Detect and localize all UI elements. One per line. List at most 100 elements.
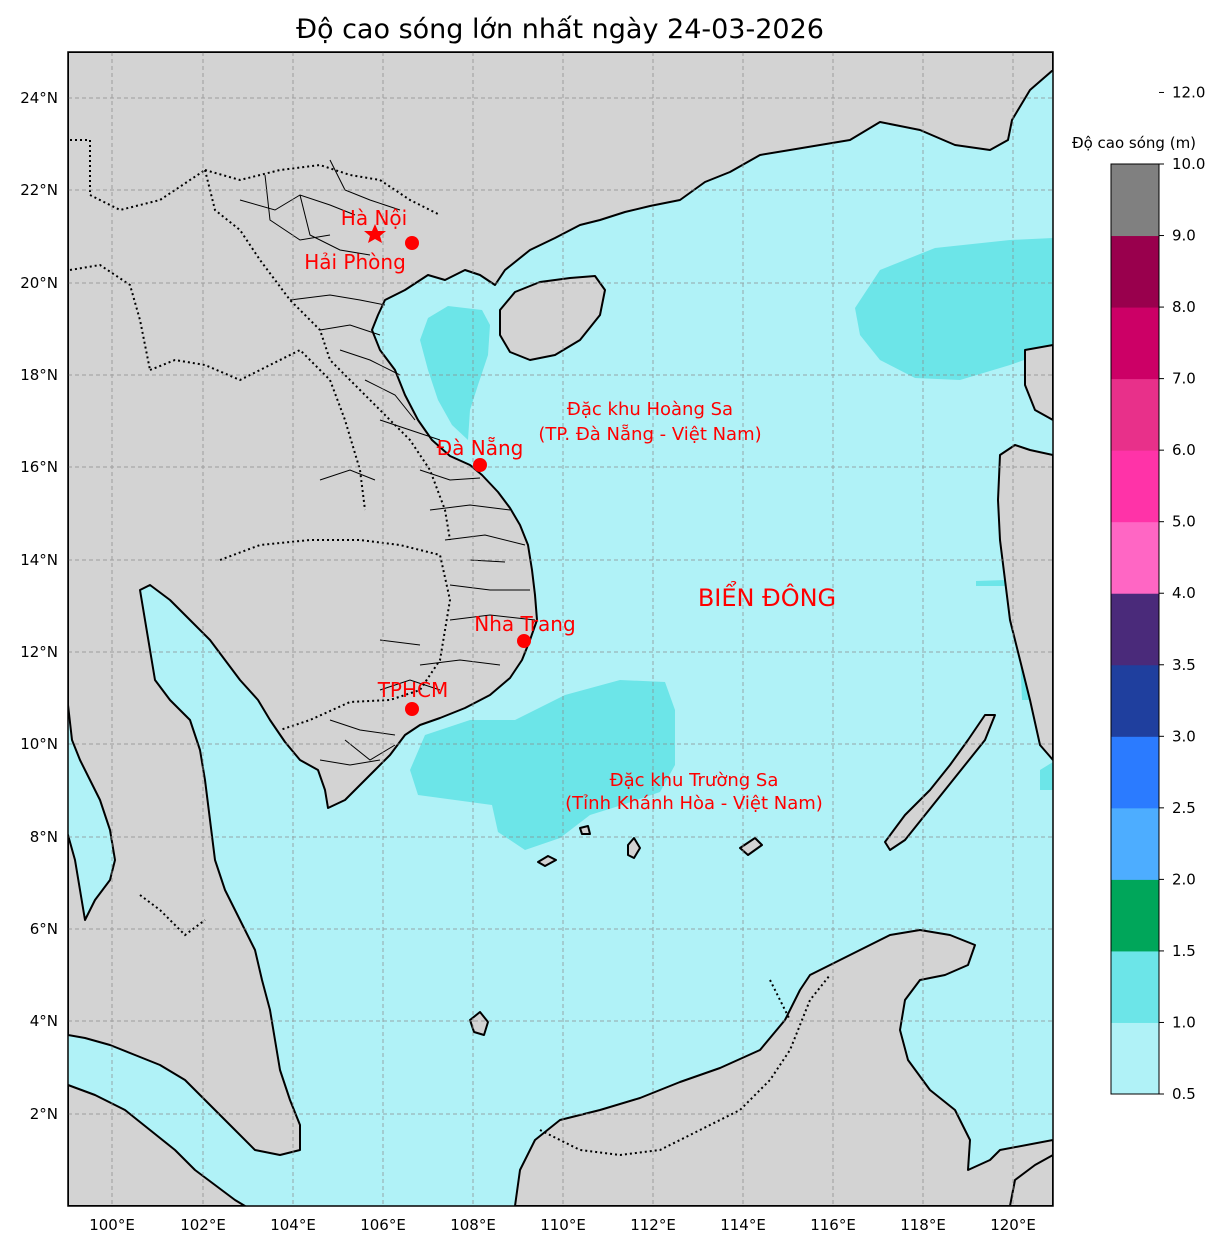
colorbar-tick-label: 8.0: [1172, 298, 1196, 316]
lat-tick-label: 18°N: [20, 366, 58, 384]
colorbar-segment: [1111, 307, 1159, 380]
natuna-island: [469, 1011, 489, 1036]
sea-name-label: BIỂN ĐÔNG: [698, 580, 836, 612]
province-boundaries: [239, 159, 536, 766]
lon-tick-label: 100°E: [89, 1216, 135, 1234]
tphcm-marker: [405, 702, 419, 716]
colorbar-segment: [1111, 879, 1159, 952]
lon-tick-label: 112°E: [630, 1216, 676, 1234]
mainland-asia: [68, 52, 1053, 1156]
gridlines: [68, 52, 1053, 1206]
colorbar-tick-label: 10.0: [1172, 155, 1205, 173]
lat-tick-label: 20°N: [20, 274, 58, 292]
colorbar-segment: [1111, 1022, 1159, 1095]
colorbar-segment: [1111, 378, 1159, 451]
city-label-hanoi: Hà Nội: [341, 206, 407, 230]
city-markers: [364, 224, 531, 716]
border-vietnam-laos: [204, 169, 451, 541]
lon-tick-label: 106°E: [360, 1216, 406, 1234]
colorbar-segment: [1111, 593, 1159, 666]
wave-zone-east-edge-2: [1040, 762, 1053, 790]
colorbar-tick-label: 12.0: [1172, 83, 1205, 101]
lat-tick-label: 12°N: [20, 643, 58, 661]
wave-zone-east-strip: [976, 580, 1006, 586]
colorbar-tick-label: 3.0: [1172, 727, 1196, 745]
land-masses: [68, 52, 1053, 1206]
wave-zone-north-east: [855, 238, 1053, 380]
nhatrang-marker: [517, 634, 531, 648]
lon-tick-labels: 100°E 102°E 104°E 106°E 108°E 110°E 112°…: [89, 1216, 1036, 1234]
city-label-nhatrang: Nha Trang: [474, 612, 575, 636]
colorbar-tick-label: 3.5: [1172, 656, 1196, 674]
small-island-1: [537, 855, 557, 867]
small-island-3: [739, 837, 763, 856]
lon-tick-label: 114°E: [720, 1216, 766, 1234]
colorbar-segment: [1111, 235, 1159, 308]
border-laos-thailand: [149, 348, 366, 511]
lon-tick-label: 108°E: [450, 1216, 496, 1234]
map-title: Độ cao sóng lớn nhất ngày 24-03-2026: [296, 14, 824, 45]
colorbar-segment: [1111, 736, 1159, 809]
mindanao-edge: [1009, 1154, 1053, 1206]
colorbar-segment: [1111, 950, 1159, 1023]
border-myanmar-thailand: [69, 263, 151, 371]
colorbar-tick-label: 0.5: [1172, 1085, 1196, 1103]
colorbar-tick-label: 5.0: [1172, 513, 1196, 531]
hoang-sa-sublabel: (TP. Đà Nẵng - Việt Nam): [538, 424, 761, 445]
lon-tick-label: 102°E: [180, 1216, 226, 1234]
taiwan-edge: [1024, 344, 1053, 421]
city-label-tphcm: TPHCM: [377, 678, 449, 702]
small-island-4: [579, 825, 591, 835]
lat-tick-label: 14°N: [20, 551, 58, 569]
lon-tick-label: 120°E: [990, 1216, 1036, 1234]
colorbar-segments: [1111, 164, 1159, 1095]
truong-sa-label: Đặc khu Trường Sa: [610, 770, 779, 791]
colorbar-tick-label: 9.0: [1172, 227, 1196, 245]
colorbar-segment: [1111, 664, 1159, 737]
colorbar-tick-label: 1.0: [1172, 1013, 1196, 1031]
colorbar-tick-label: 2.0: [1172, 870, 1196, 888]
wave-zone-1-1.5m: [410, 238, 1053, 850]
lat-tick-label: 24°N: [20, 89, 58, 107]
map-area: Hà Nội Hải Phòng Đà Nẵng Nha Trang TPHCM…: [68, 52, 1053, 1206]
lat-tick-label: 2°N: [30, 1105, 58, 1123]
colorbar-segment: [1111, 164, 1159, 237]
wave-zone-south: [410, 680, 675, 850]
colorbar-segment: [1111, 450, 1159, 523]
map-frame: [67, 51, 1054, 1207]
border-cambodia: [219, 539, 452, 731]
danang-marker: [473, 458, 487, 472]
lat-tick-label: 6°N: [30, 920, 58, 938]
colorbar-tick-label: 4.0: [1172, 584, 1196, 602]
lat-tick-label: 4°N: [30, 1012, 58, 1030]
lon-tick-label: 118°E: [900, 1216, 946, 1234]
city-label-danang: Đà Nẵng: [437, 436, 524, 460]
colorbar-segment: [1111, 807, 1159, 880]
border-borneo: [539, 974, 831, 1157]
hainan-island: [499, 275, 606, 361]
city-labels: Hà Nội Hải Phòng Đà Nẵng Nha Trang TPHCM: [304, 206, 575, 702]
palawan-island: [884, 714, 996, 851]
haiphong-marker: [405, 236, 419, 250]
colorbar-frame: [1110, 163, 1160, 1095]
colorbar-tick-label: 1.5: [1172, 942, 1196, 960]
colorbar-ticks: 0.5 1.0 1.5 2.0 2.5 3.0 3.5 4.0 5.0 6.0 7.0 8.0 9.0 1…: [1159, 83, 1205, 1103]
truong-sa-sublabel: (Tỉnh Khánh Hòa - Việt Nam): [565, 793, 823, 814]
lon-tick-label: 110°E: [540, 1216, 586, 1234]
small-island-2: [627, 837, 641, 859]
lat-tick-label: 22°N: [20, 181, 58, 199]
colorbar: Độ cao sóng (m) 0.5 1.0 1.5 2.0 2.5 3.0 3.5 4.0…: [1072, 83, 1205, 1103]
colorbar-label: Độ cao sóng (m): [1072, 134, 1196, 152]
border-vietnam-china: [204, 163, 441, 216]
luzon-island: [997, 444, 1053, 761]
city-label-haiphong: Hải Phòng: [304, 250, 406, 274]
lat-tick-label: 8°N: [30, 828, 58, 846]
lon-tick-label: 104°E: [270, 1216, 316, 1234]
lat-tick-labels: 2°N 4°N 6°N 8°N 10°N 12°N 14°N 16°N 18°N…: [20, 89, 58, 1123]
lat-tick-label: 10°N: [20, 735, 58, 753]
colorbar-tick-label: 7.0: [1172, 370, 1196, 388]
border-china-myanmar: [70, 139, 206, 212]
colorbar-tick-label: 6.0: [1172, 441, 1196, 459]
colorbar-tick-label: 2.5: [1172, 799, 1196, 817]
